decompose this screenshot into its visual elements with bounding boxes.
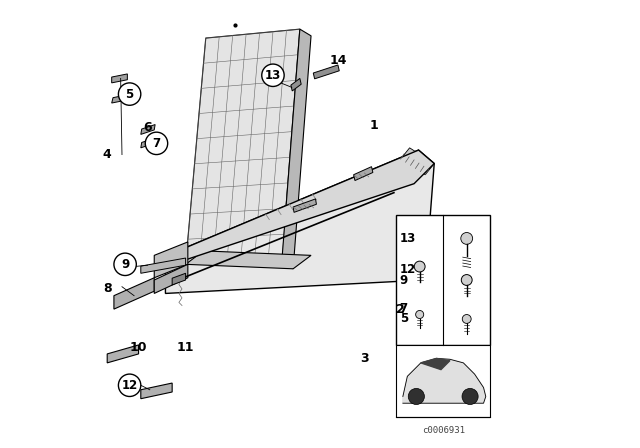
Polygon shape (403, 358, 486, 403)
Text: 4: 4 (103, 148, 111, 161)
Polygon shape (114, 278, 154, 309)
Text: 5: 5 (400, 312, 408, 326)
Polygon shape (421, 358, 450, 370)
Text: 1: 1 (369, 119, 378, 132)
Text: 13: 13 (400, 232, 416, 245)
Polygon shape (291, 78, 301, 91)
Text: c0006931: c0006931 (422, 426, 465, 435)
Polygon shape (111, 94, 131, 103)
Polygon shape (165, 150, 435, 293)
Text: 13: 13 (265, 69, 281, 82)
Circle shape (118, 83, 141, 105)
Text: 11: 11 (177, 340, 195, 354)
Bar (396, 215, 490, 345)
Polygon shape (107, 345, 138, 363)
Text: 14: 14 (329, 54, 347, 67)
Text: 8: 8 (103, 282, 111, 296)
Circle shape (461, 275, 472, 285)
Circle shape (262, 64, 284, 86)
Polygon shape (141, 125, 155, 134)
Text: 7: 7 (400, 302, 408, 315)
Polygon shape (154, 242, 188, 278)
Circle shape (114, 253, 136, 276)
Polygon shape (282, 29, 311, 269)
Polygon shape (172, 273, 186, 285)
Polygon shape (111, 74, 127, 83)
Polygon shape (314, 65, 339, 79)
Polygon shape (293, 199, 316, 212)
Circle shape (118, 374, 141, 396)
Polygon shape (401, 148, 435, 175)
Text: 7: 7 (152, 137, 161, 150)
Circle shape (415, 310, 424, 319)
Text: 9: 9 (400, 273, 408, 287)
Circle shape (462, 388, 478, 405)
Circle shape (414, 261, 425, 272)
Text: 12: 12 (400, 263, 416, 276)
Circle shape (462, 314, 471, 323)
Circle shape (145, 132, 168, 155)
Text: 5: 5 (125, 87, 134, 101)
Polygon shape (154, 264, 188, 293)
Text: 9: 9 (121, 258, 129, 271)
Text: 12: 12 (122, 379, 138, 392)
Text: 6: 6 (143, 121, 152, 134)
Polygon shape (186, 29, 300, 264)
Polygon shape (141, 138, 155, 148)
Polygon shape (141, 258, 186, 273)
Bar (396, 345, 490, 417)
Polygon shape (353, 167, 373, 181)
Circle shape (408, 388, 424, 405)
Text: 3: 3 (360, 352, 369, 365)
Text: 10: 10 (130, 340, 147, 354)
Polygon shape (179, 150, 435, 262)
Circle shape (461, 233, 472, 244)
Text: 2: 2 (396, 302, 405, 316)
Polygon shape (186, 251, 311, 269)
Polygon shape (141, 383, 172, 399)
